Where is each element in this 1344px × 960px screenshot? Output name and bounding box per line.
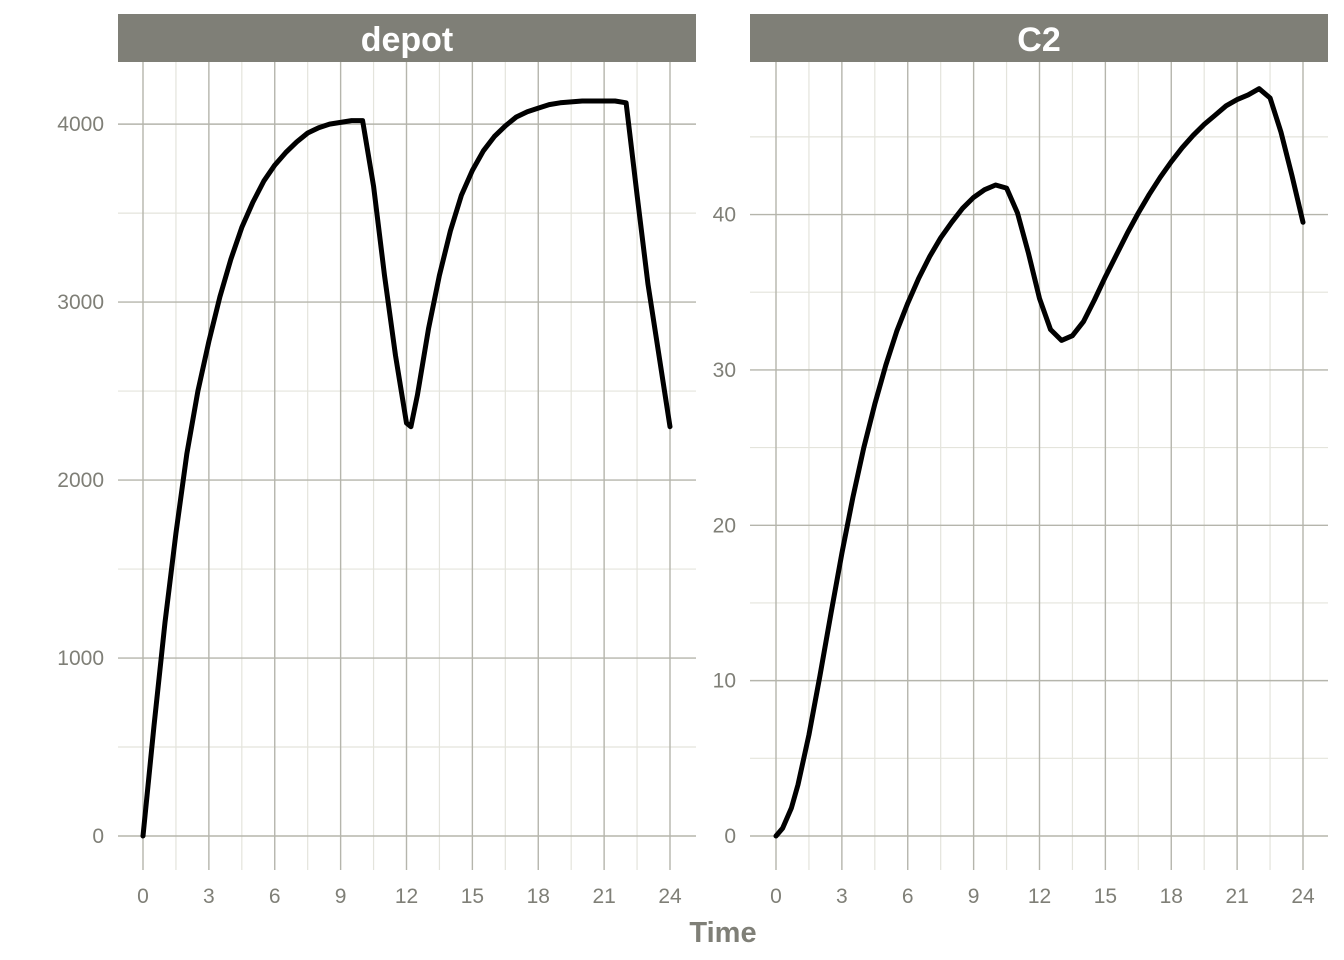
x-tick-label: 6 [269, 885, 281, 908]
gridlines-c2 [750, 62, 1328, 870]
x-tick-label: 12 [1028, 885, 1051, 908]
x-tick-label: 18 [1160, 885, 1183, 908]
panel-depot: depot 0 3 6 9 12 15 18 21 24 0 1000 2000 3000 4000 [57, 14, 696, 908]
x-tick-label: 6 [902, 885, 914, 908]
y-tick-label: 3000 [57, 291, 104, 314]
series-line-c2 [773, 86, 1306, 839]
panel-c2: C2 0 3 6 9 12 15 18 21 24 0 10 20 30 40 [713, 14, 1328, 908]
series-line-depot [140, 98, 673, 839]
strip-title-depot: depot [361, 21, 454, 59]
series-depot [140, 98, 673, 839]
tick-labels-c2: 0 3 6 9 12 15 18 21 24 0 10 20 30 40 [713, 204, 1315, 908]
gridlines-depot [118, 62, 696, 870]
x-tick-label: 24 [658, 885, 682, 908]
x-tick-label: 0 [137, 885, 149, 908]
x-tick-label: 0 [770, 885, 782, 908]
y-tick-label: 20 [713, 514, 736, 537]
x-tick-label: 12 [395, 885, 418, 908]
tick-labels-depot: 0 3 6 9 12 15 18 21 24 0 1000 2000 3000 4000 [57, 113, 682, 908]
y-tick-label: 2000 [57, 469, 104, 492]
x-tick-label: 21 [592, 885, 615, 908]
x-axis-title: Time [689, 917, 756, 949]
strip-background-c2 [750, 14, 1328, 62]
y-tick-label: 0 [92, 825, 104, 848]
x-tick-label: 24 [1291, 885, 1315, 908]
y-tick-label: 10 [713, 670, 736, 693]
x-tick-label: 18 [527, 885, 550, 908]
x-tick-label: 15 [461, 885, 484, 908]
x-tick-label: 3 [203, 885, 215, 908]
x-tick-label: 15 [1094, 885, 1117, 908]
series-c2 [773, 86, 1306, 839]
x-tick-label: 21 [1225, 885, 1248, 908]
strip-background-depot [118, 14, 696, 62]
x-tick-label: 3 [836, 885, 848, 908]
x-tick-label: 9 [335, 885, 347, 908]
y-tick-label: 40 [713, 204, 736, 227]
x-tick-label: 9 [968, 885, 980, 908]
y-tick-label: 1000 [57, 647, 104, 670]
y-tick-label: 4000 [57, 113, 104, 136]
strip-title-c2: C2 [1017, 21, 1060, 59]
y-tick-label: 30 [713, 359, 736, 382]
y-tick-label: 0 [724, 825, 736, 848]
